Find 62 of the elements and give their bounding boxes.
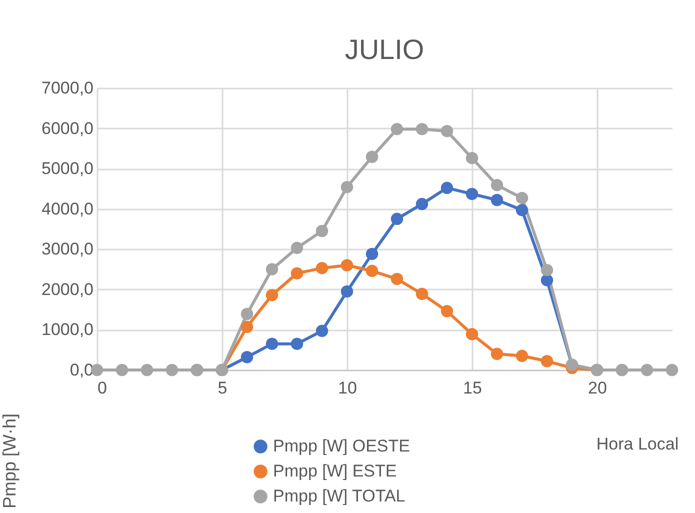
point <box>340 259 354 272</box>
point <box>316 262 328 274</box>
point <box>440 182 454 194</box>
y-tick-label: 6000,0 <box>42 118 94 138</box>
point <box>290 338 304 350</box>
point <box>140 364 154 376</box>
legend-label: Pmpp [W] ESTE <box>273 462 397 480</box>
point <box>466 152 478 164</box>
point <box>116 364 128 376</box>
point <box>490 194 504 206</box>
point <box>490 178 504 192</box>
point <box>640 364 654 376</box>
point <box>416 122 428 136</box>
point <box>166 364 178 376</box>
point <box>540 264 554 276</box>
y-tick-label: 1000,0 <box>42 320 94 340</box>
point <box>516 192 528 204</box>
x-tick-label: 10 <box>338 378 357 398</box>
point <box>416 198 428 210</box>
point <box>390 272 404 286</box>
point <box>240 320 254 334</box>
point <box>290 242 304 254</box>
x-tick-label: 0 <box>98 378 107 398</box>
y-tick-label: 7000,0 <box>42 78 94 98</box>
chart-title: JULIO <box>344 34 424 65</box>
y-axis-title: Pmpp [W·h] <box>0 413 20 508</box>
point <box>316 324 328 338</box>
point <box>240 308 254 320</box>
point <box>466 188 478 200</box>
y-tick-label: 3000,0 <box>42 240 94 259</box>
point <box>366 150 378 163</box>
point <box>466 328 478 340</box>
x-tick-label: 20 <box>588 378 607 398</box>
point <box>440 305 454 318</box>
point <box>266 288 278 302</box>
point <box>266 338 278 350</box>
y-tick-label: 2000,0 <box>42 280 94 299</box>
x-tick-label: 5 <box>218 378 228 398</box>
point <box>516 204 528 216</box>
point <box>390 212 404 226</box>
point <box>490 348 504 360</box>
point <box>516 350 528 362</box>
point <box>390 122 404 136</box>
point <box>366 248 378 260</box>
legend-label: Pmpp [W] TOTAL <box>273 486 406 506</box>
point <box>366 264 378 278</box>
point <box>290 267 304 280</box>
point <box>666 364 678 376</box>
point <box>316 224 328 238</box>
point <box>540 274 554 286</box>
point <box>540 355 554 368</box>
point <box>416 288 428 300</box>
point <box>240 350 254 364</box>
point <box>340 180 354 194</box>
x-tick-label: 15 <box>463 378 482 398</box>
y-tick-label: 4000,0 <box>42 199 94 218</box>
x-axis-title: Hora Local <box>596 434 679 454</box>
point <box>340 285 354 298</box>
point <box>266 263 278 276</box>
y-tick-label: 5000,0 <box>42 159 94 178</box>
point <box>440 124 454 138</box>
legend-label: Pmpp [W] OESTE <box>273 436 410 456</box>
